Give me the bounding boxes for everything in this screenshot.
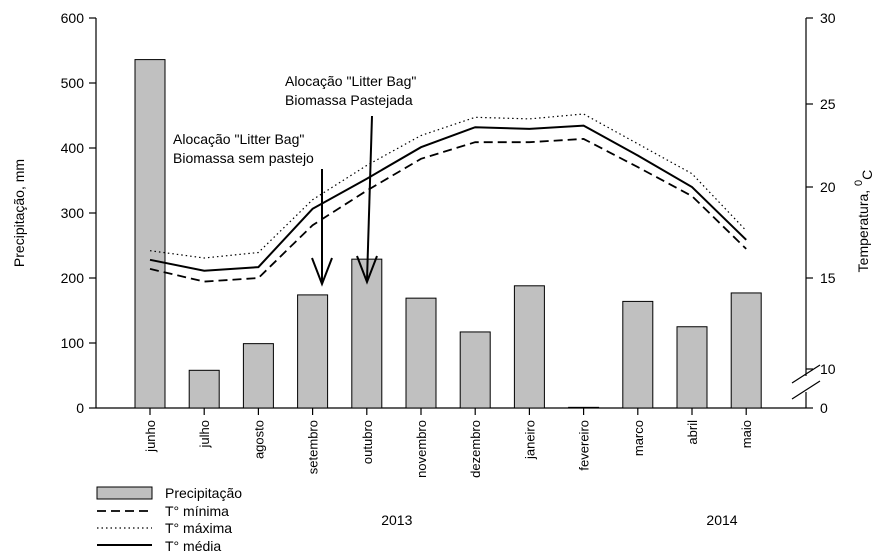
- precipitation-bar: [513, 285, 545, 409]
- precipitation-bar: [622, 300, 654, 409]
- x-axis-tick-label: dezembro: [468, 420, 483, 478]
- left-axis-title: Precipitação, mm: [11, 159, 27, 267]
- legend-swatch-precipitation: [96, 486, 153, 500]
- annotation-text: Biomassa Pastejada: [285, 92, 413, 108]
- precipitation-bar: [297, 294, 329, 409]
- legend-label: T° média: [165, 538, 221, 554]
- annotation-text: Alocação "Litter Bag": [285, 73, 416, 89]
- left-axis-tick-label: 300: [61, 205, 85, 221]
- precipitation-bar: [676, 326, 708, 409]
- annotation-text: Alocação "Litter Bag": [173, 131, 304, 147]
- left-axis-tick-label: 500: [61, 75, 85, 91]
- annotation-arrow-head: [311, 257, 333, 287]
- legend-label: T° máxima: [165, 520, 232, 536]
- x-axis-tick-label: julho: [197, 420, 212, 448]
- annotation-text: Biomassa sem pastejo: [173, 150, 314, 166]
- left-axis-tick-label: 600: [61, 10, 85, 26]
- x-axis-tick-label: outubro: [360, 420, 375, 464]
- precipitation-bar: [405, 297, 437, 409]
- annotation-arrow-head: [356, 255, 378, 285]
- x-axis-tick-label: abril: [685, 420, 700, 445]
- precipitation-bar: [459, 331, 491, 409]
- temp-min-line: [149, 137, 747, 283]
- precipitation-bar: [134, 59, 166, 409]
- left-axis-tick-label: 200: [61, 270, 85, 286]
- right-axis-title: Temperatura, 0C: [853, 170, 875, 273]
- temperature-lines: [149, 113, 747, 283]
- x-axis-tick-label: marco: [631, 420, 646, 456]
- annotations: Alocação "Litter Bag" Biomassa sem pastej…: [173, 73, 416, 287]
- right-axis-tick-label: 20: [820, 179, 836, 195]
- precipitation-bar: [188, 369, 220, 409]
- legend-label: T° mínima: [165, 503, 229, 519]
- right-axis-tick-label: 15: [820, 270, 836, 286]
- right-axis-tick-label: 30: [820, 10, 836, 26]
- axis-break-mark: [791, 380, 821, 400]
- x-axis-tick-label: maio: [739, 420, 754, 448]
- temp-max-line: [149, 113, 747, 259]
- year-label: 2014: [706, 512, 737, 528]
- precipitation-bar: [242, 343, 274, 409]
- x-axis-tick-label: agosto: [251, 420, 266, 459]
- legend-label: Precipitação: [165, 485, 242, 501]
- x-axis-tick-label: setembro: [306, 420, 321, 474]
- axis-break-mark: [791, 364, 821, 384]
- year-labels: 2013 2014: [381, 512, 738, 528]
- left-axis-tick-label: 0: [76, 400, 84, 416]
- left-axis-tick-label: 100: [61, 335, 85, 351]
- x-axis-tick-label: novembro: [414, 420, 429, 478]
- left-axis-tick-label: 400: [61, 140, 85, 156]
- annotation-arrow-shaft: [366, 115, 373, 281]
- right-axis-tick-label: 10: [820, 361, 836, 377]
- right-axis-tick-label: 25: [820, 96, 836, 112]
- x-axis-tick-label: junho: [143, 420, 158, 453]
- right-axis-tick-label: 0: [820, 400, 828, 416]
- precipitation-bar: [568, 406, 600, 409]
- year-label: 2013: [381, 512, 412, 528]
- x-axis-tick-label: fevereiro: [577, 420, 592, 471]
- temp-mean-line: [149, 124, 747, 272]
- precipitation-bar: [730, 292, 762, 409]
- precipitation-bars: [134, 59, 762, 409]
- x-axis-tick-label: janeiro: [522, 420, 537, 460]
